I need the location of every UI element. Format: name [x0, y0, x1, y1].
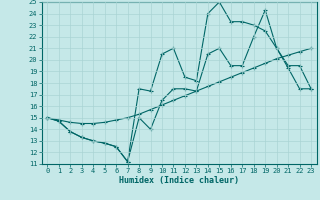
X-axis label: Humidex (Indice chaleur): Humidex (Indice chaleur)	[119, 176, 239, 185]
